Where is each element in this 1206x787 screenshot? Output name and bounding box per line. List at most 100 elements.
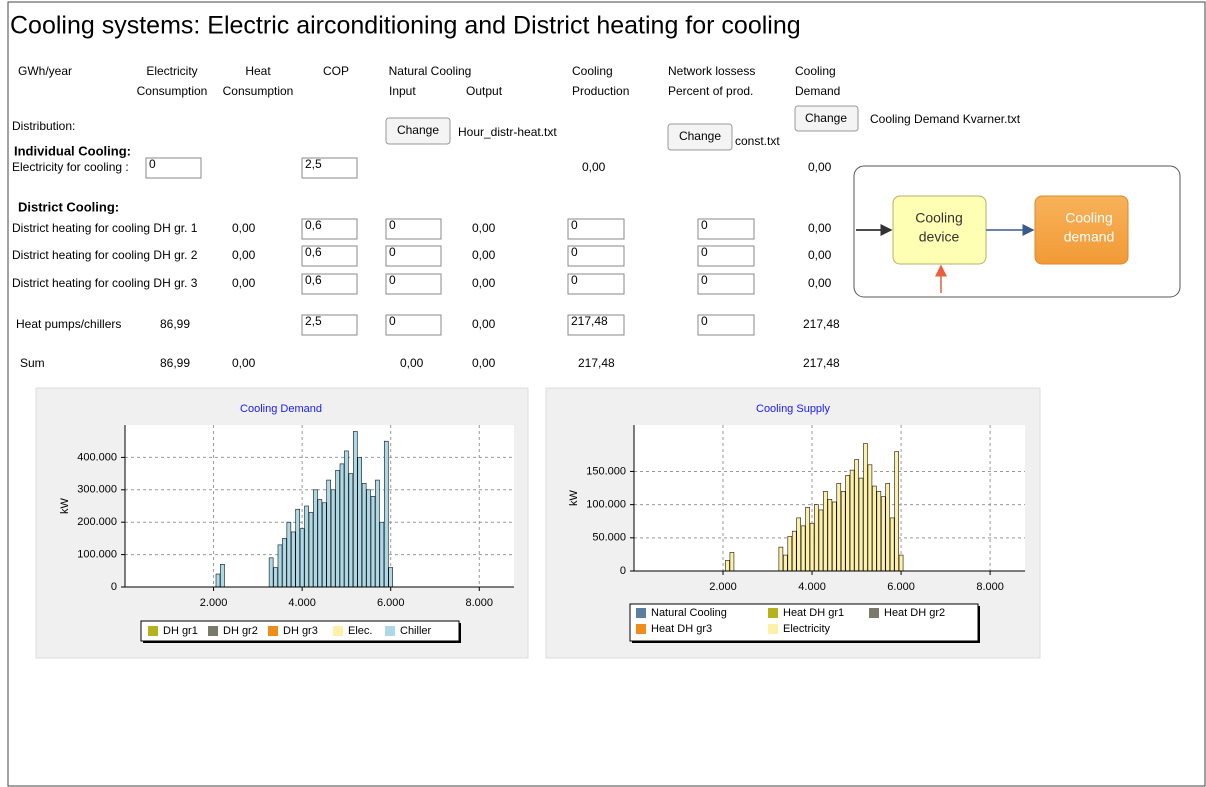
cell-value: 0,00 [472, 276, 496, 290]
input-value[interactable]: 0 [389, 218, 396, 232]
bar [823, 491, 828, 572]
input-value[interactable]: 0,6 [305, 218, 322, 232]
legend-swatch [148, 626, 158, 636]
cell-value: 0,00 [808, 160, 832, 174]
cell-value: 217,48 [803, 317, 840, 331]
input-field[interactable] [697, 314, 755, 336]
input-field[interactable] [697, 218, 755, 240]
bar [778, 546, 784, 572]
input-field[interactable] [567, 314, 625, 336]
input-field[interactable] [301, 273, 358, 295]
legend-swatch [385, 626, 395, 636]
input-field[interactable] [145, 157, 202, 179]
change-button-label[interactable]: Change [397, 123, 439, 137]
header: Natural Cooling [389, 64, 472, 78]
y-tick-label: 0 [111, 581, 117, 593]
input-value[interactable]: 0 [701, 218, 708, 232]
bar [889, 517, 895, 572]
change-button-label[interactable]: Change [805, 111, 847, 125]
diagram-label: Cooling [1065, 210, 1112, 226]
cell-value: 0,00 [232, 248, 256, 262]
cell-value: 0,00 [232, 221, 256, 235]
x-tick-label: 8.000 [466, 597, 494, 609]
diagram-label: device [919, 229, 960, 245]
bar [898, 554, 904, 572]
cell-value: 0,00 [472, 248, 496, 262]
cell-value: 217,48 [803, 356, 840, 370]
input-field[interactable] [385, 245, 442, 267]
bar [836, 483, 842, 572]
input-value[interactable]: 0 [701, 273, 708, 287]
file-name: Hour_distr-heat.txt [458, 125, 557, 139]
cell-value: 0,00 [808, 276, 832, 290]
legend-swatch [636, 608, 646, 618]
legend-swatch [333, 626, 343, 636]
input-value[interactable]: 0,6 [305, 245, 322, 259]
input-value[interactable]: 0,6 [305, 273, 322, 287]
bar [880, 496, 886, 572]
input-value[interactable]: 0 [389, 314, 396, 328]
cell-value: 0,00 [582, 160, 606, 174]
legend-swatch [768, 608, 778, 618]
bar [286, 521, 292, 588]
input-field[interactable] [301, 218, 358, 240]
y-tick-label: 400.000 [77, 451, 117, 463]
header: COP [323, 64, 349, 78]
change-button[interactable] [794, 105, 859, 132]
bar [273, 567, 278, 588]
section-heading: District Cooling: [18, 199, 119, 214]
input-value[interactable]: 0 [701, 245, 708, 259]
x-tick-label: 8.000 [976, 581, 1004, 593]
bar [326, 479, 332, 588]
y-axis-label: kW [568, 489, 580, 506]
input-field[interactable] [301, 314, 358, 336]
input-value[interactable]: 0 [571, 245, 578, 259]
bar [885, 483, 891, 572]
input-field[interactable] [385, 273, 442, 295]
input-field[interactable] [301, 245, 358, 267]
bar [814, 504, 819, 572]
input-value[interactable]: 217,48 [571, 314, 608, 328]
row-label: Sum [20, 356, 45, 370]
bar [335, 470, 340, 588]
cell-value: 0,00 [400, 356, 424, 370]
input-value[interactable]: 2,5 [305, 157, 322, 171]
input-value[interactable]: 0 [149, 157, 156, 171]
demand-box [1034, 195, 1129, 265]
bar [863, 443, 868, 572]
input-field[interactable] [301, 157, 358, 179]
input-field[interactable] [697, 273, 755, 295]
bar [876, 491, 882, 572]
x-tick-label: 2.000 [709, 581, 737, 593]
y-tick-label: 100.000 [586, 499, 626, 511]
input-value[interactable]: 2,5 [305, 314, 322, 328]
bar [849, 469, 855, 572]
bar [352, 431, 358, 588]
input-value[interactable]: 0 [571, 218, 578, 232]
cell-value: 0,00 [472, 317, 496, 331]
input-value[interactable]: 0 [389, 245, 396, 259]
row-label: District heating for cooling DH gr. 1 [12, 221, 198, 235]
bar [809, 522, 815, 572]
legend-swatch [208, 626, 218, 636]
diagram-label: demand [1064, 229, 1115, 245]
input-field[interactable] [567, 273, 625, 295]
cell-value: 0,00 [232, 356, 256, 370]
change-button[interactable] [667, 123, 733, 151]
bar [805, 506, 810, 572]
input-value[interactable]: 0 [389, 273, 396, 287]
change-button-label[interactable]: Change [679, 129, 721, 143]
legend-label: Heat DH gr2 [884, 607, 945, 619]
header: Demand [795, 84, 840, 98]
input-value[interactable]: 0 [701, 314, 708, 328]
bar [299, 528, 305, 588]
input-field[interactable] [567, 245, 625, 267]
input-value[interactable]: 0 [571, 273, 578, 287]
change-button[interactable] [385, 117, 451, 145]
bar [361, 483, 367, 588]
input-field[interactable] [697, 245, 755, 267]
input-field[interactable] [567, 218, 625, 240]
input-field[interactable] [385, 218, 442, 240]
input-field[interactable] [385, 314, 442, 336]
legend-label: Heat DH gr3 [651, 623, 712, 635]
